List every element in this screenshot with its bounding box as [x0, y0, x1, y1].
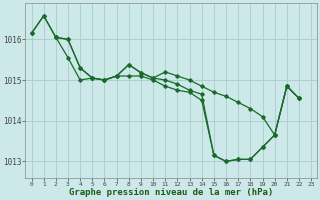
- X-axis label: Graphe pression niveau de la mer (hPa): Graphe pression niveau de la mer (hPa): [69, 188, 274, 197]
